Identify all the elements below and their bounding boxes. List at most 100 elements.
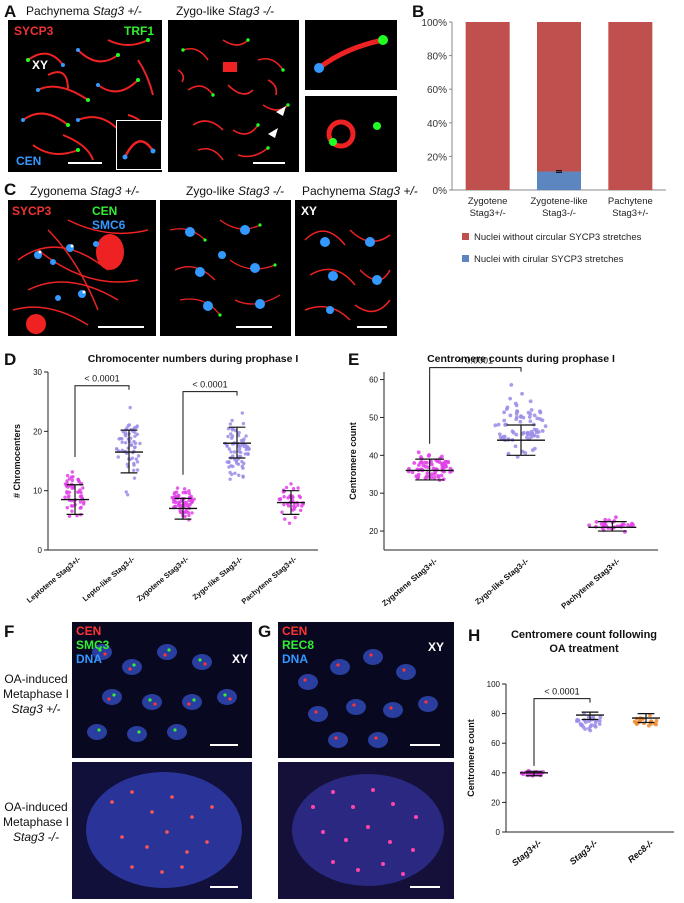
data-point — [530, 448, 535, 453]
y-tick-label: 80 — [491, 710, 500, 719]
data-point — [240, 411, 244, 415]
data-point — [430, 472, 434, 477]
data-point — [132, 476, 137, 480]
scale-bar — [98, 326, 144, 328]
data-point — [632, 719, 637, 724]
data-point — [654, 722, 658, 727]
data-point — [173, 504, 177, 509]
panel-c-img2-title: Zygo-like Stag3 -/- — [186, 184, 285, 198]
data-point — [528, 399, 533, 404]
data-point — [65, 473, 70, 478]
micrograph-g-het: CEN REC8 DNA XY — [278, 622, 454, 758]
data-point — [233, 471, 237, 475]
p-value-label: < 0.0001 — [458, 356, 493, 366]
chart-title: Chromocenter numbers during prophase I — [88, 353, 299, 365]
data-point — [280, 510, 284, 514]
data-point — [189, 500, 194, 505]
data-point — [505, 405, 510, 410]
legend-label: Nuclei with cirular SYCP3 stretches — [474, 254, 624, 265]
legend-swatch — [462, 233, 469, 240]
data-point — [508, 396, 513, 401]
data-point — [514, 432, 519, 437]
data-point — [439, 473, 444, 478]
data-point — [134, 457, 139, 461]
data-point — [189, 494, 193, 499]
y-tick-label: 0% — [433, 186, 448, 197]
data-point — [79, 490, 83, 495]
data-point — [174, 500, 178, 505]
panel-c-img3-title: Pachynema Stag3 +/- — [302, 184, 418, 198]
data-point — [502, 410, 507, 415]
data-point — [439, 454, 444, 459]
data-point — [81, 502, 86, 506]
p-value-label: < 0.0001 — [84, 374, 119, 384]
data-point — [293, 515, 297, 520]
panel-c-img1-title: Zygonema Stag3 +/- — [30, 184, 140, 198]
data-point — [286, 504, 291, 508]
side-label-f-het: OA-induced Metaphase I Stag3 +/- — [2, 672, 70, 716]
micrograph-f-ko — [72, 762, 252, 899]
y-axis-label: Centromere count — [348, 422, 358, 500]
label-rec8: REC8 — [282, 638, 315, 652]
data-point — [236, 462, 241, 467]
panel-label-g: G — [258, 622, 272, 641]
data-point — [513, 444, 518, 449]
data-point — [63, 495, 67, 499]
chart-title: OA treatment — [549, 643, 619, 655]
data-point — [120, 440, 124, 444]
x-tick-label: Zygotene — [468, 196, 508, 207]
data-point — [244, 434, 248, 438]
bar-segment — [608, 22, 653, 190]
data-point — [518, 419, 523, 424]
micrograph-a-inset-top — [305, 20, 397, 90]
x-tick-label: Rec8-/- — [626, 838, 655, 865]
data-point — [508, 413, 513, 418]
data-point — [78, 494, 83, 499]
data-point — [296, 503, 300, 507]
data-point — [583, 727, 587, 731]
y-tick-label: 60 — [491, 739, 500, 748]
x-tick-label: Stag3-/- — [542, 208, 576, 219]
data-point — [440, 461, 444, 466]
chart-b: 0%20%40%60%80%100%ZygoteneStag3+/-Zygote… — [421, 18, 666, 265]
significance-bracket — [429, 367, 522, 444]
y-tick-label: 60 — [369, 376, 378, 385]
significance-bracket — [533, 698, 591, 766]
data-point — [597, 718, 602, 723]
data-point — [299, 508, 303, 513]
data-point — [178, 508, 182, 513]
data-point — [597, 722, 602, 726]
x-tick-label: Zygotene-like — [530, 196, 587, 207]
y-tick-label: 20 — [33, 427, 42, 436]
data-point — [76, 490, 80, 494]
chart-e: Centromere counts during prophase I 20 30 4… — [348, 353, 658, 611]
data-point — [622, 522, 626, 527]
legend-swatch — [462, 255, 469, 262]
data-point — [70, 478, 75, 483]
data-point — [501, 434, 506, 439]
data-point — [648, 713, 652, 718]
x-tick-label: Stag3+/- — [510, 838, 543, 868]
data-point — [424, 474, 429, 479]
data-point — [292, 507, 296, 511]
y-tick-label: 80% — [427, 52, 447, 63]
bar-segment — [465, 22, 510, 190]
data-point — [70, 470, 75, 474]
data-point — [603, 517, 608, 522]
data-point — [282, 502, 286, 507]
data-point — [133, 430, 137, 434]
data-point — [283, 517, 287, 521]
data-point — [506, 451, 511, 456]
data-point — [182, 487, 187, 491]
data-point — [246, 447, 251, 451]
data-point — [70, 486, 74, 490]
data-point — [535, 434, 540, 439]
data-point — [77, 479, 81, 484]
x-tick-label: Pachytene — [608, 196, 653, 207]
data-point — [614, 515, 618, 520]
scale-bar — [68, 162, 102, 164]
data-point — [229, 450, 233, 454]
panel-label-a: A — [4, 2, 17, 21]
label-trf1: TRF1 — [124, 24, 154, 38]
data-point — [129, 443, 134, 447]
